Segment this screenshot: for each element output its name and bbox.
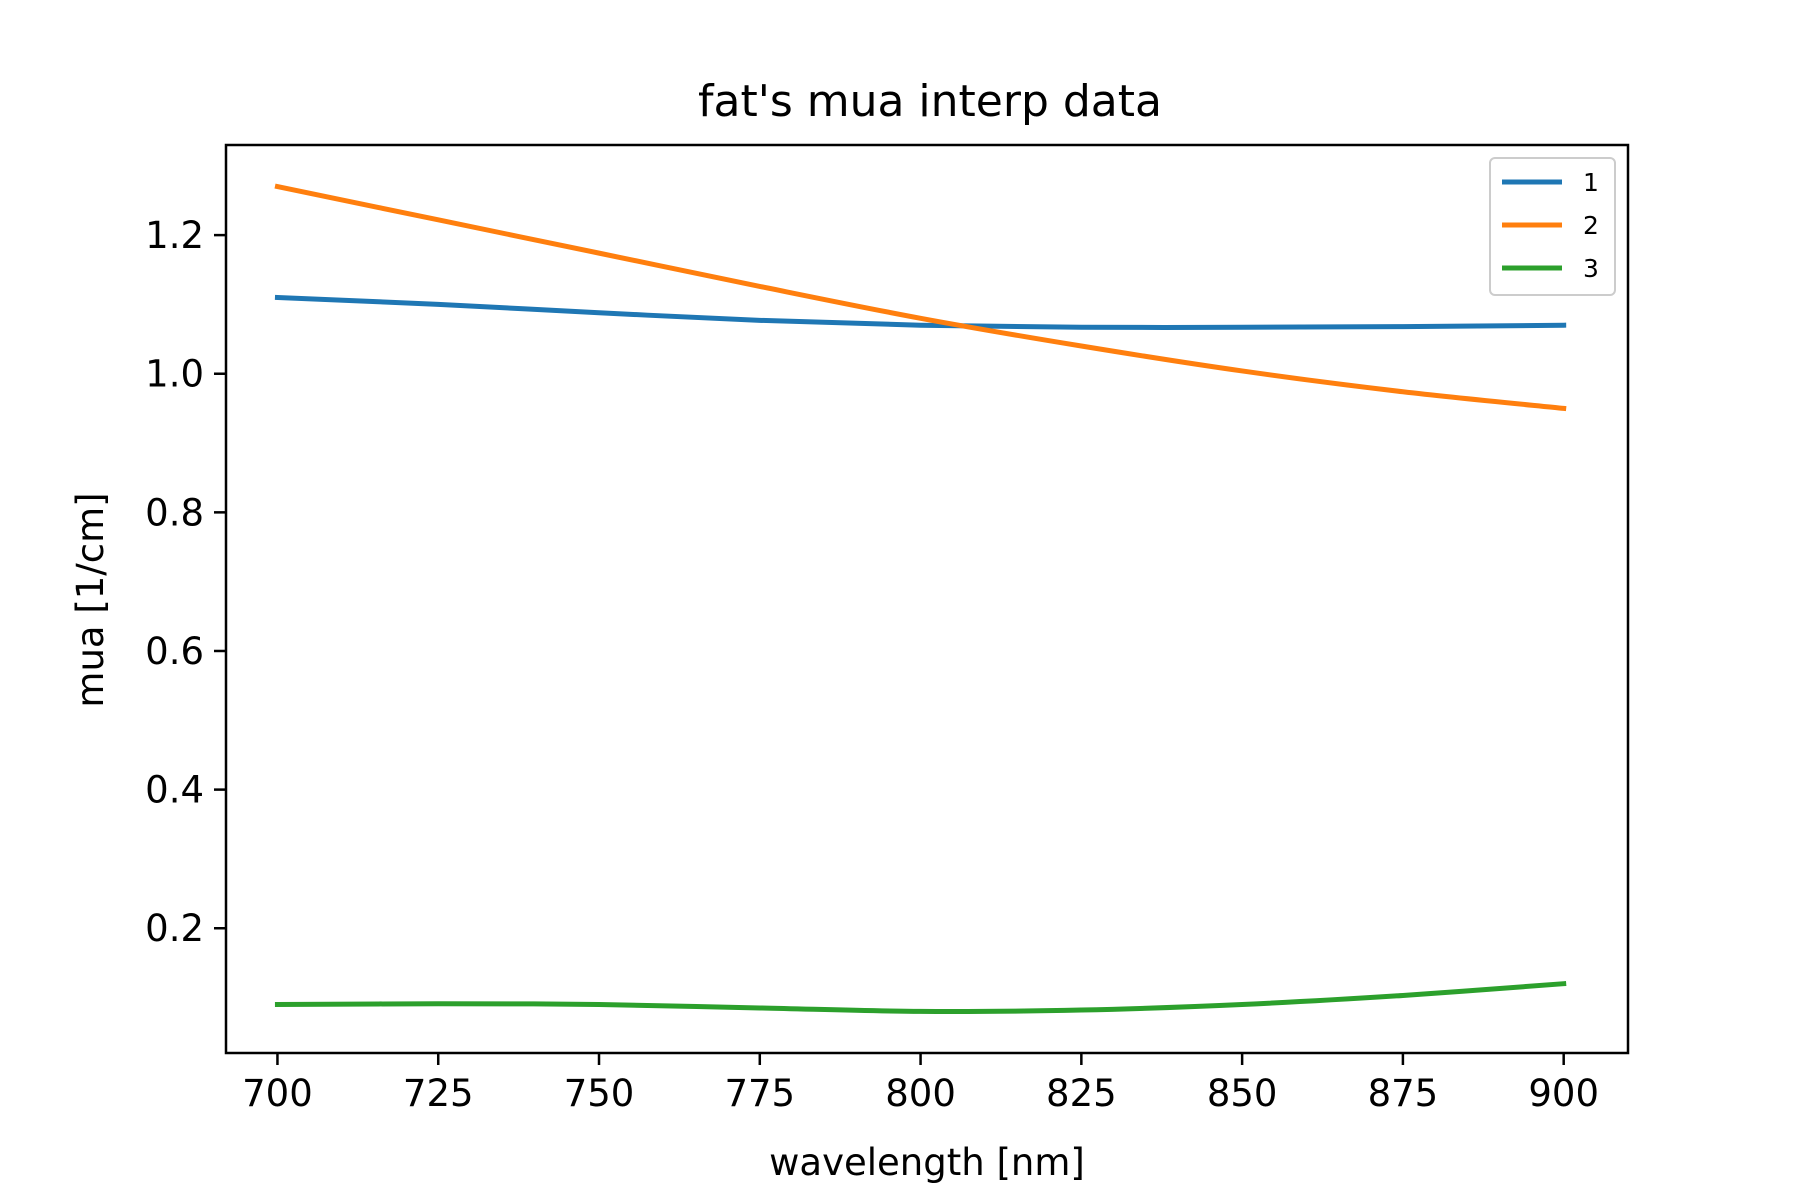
x-tick-label: 750 <box>564 1072 635 1115</box>
y-axis: 0.2 0.4 0.6 0.8 1.0 1.2 <box>145 214 226 950</box>
y-tick-label: 0.6 <box>145 630 204 673</box>
legend: 1 2 3 <box>1489 157 1616 296</box>
y-tick-label: 0.4 <box>145 769 204 812</box>
legend-label-1: 1 <box>1583 168 1599 197</box>
y-tick-label: 0.2 <box>145 907 204 950</box>
y-tick-label: 1.0 <box>145 353 204 396</box>
series-line-1 <box>274 294 1567 330</box>
series-line-3 <box>274 981 1567 1015</box>
chart-title: fat's mua interp data <box>698 76 1162 127</box>
x-tick-label: 875 <box>1368 1072 1439 1115</box>
x-tick-label: 725 <box>403 1072 474 1115</box>
legend-label-2: 2 <box>1583 211 1599 240</box>
legend-label-3: 3 <box>1583 254 1599 283</box>
x-tick-label: 700 <box>242 1072 313 1115</box>
series-line-2 <box>274 183 1567 412</box>
x-tick-label: 800 <box>885 1072 956 1115</box>
x-tick-label: 825 <box>1046 1072 1117 1115</box>
x-tick-label: 775 <box>724 1072 795 1115</box>
x-tick-label: 850 <box>1207 1072 1278 1115</box>
x-axis: 700 725 750 775 800 825 850 875 900 <box>242 1053 1599 1115</box>
y-tick-label: 0.8 <box>145 491 204 534</box>
plot-frame <box>224 143 1630 1055</box>
plot-lines <box>274 183 1567 1015</box>
y-tick-label: 1.2 <box>145 214 204 257</box>
y-axis-label: mua [1/cm] <box>69 492 112 707</box>
x-tick-label: 900 <box>1528 1072 1599 1115</box>
x-axis-label: wavelength [nm] <box>769 1141 1085 1184</box>
